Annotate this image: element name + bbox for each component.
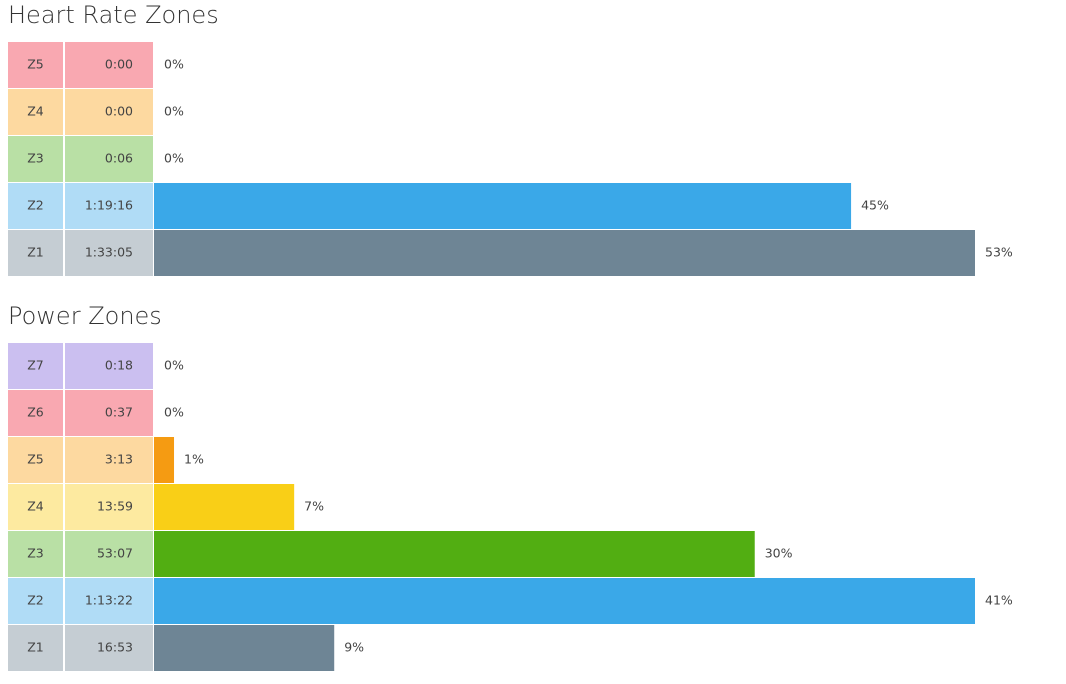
zone-label: Z6	[27, 405, 44, 420]
zone-duration: 0:06	[105, 151, 133, 166]
value-label: 7%	[304, 499, 324, 514]
value-label: 41%	[985, 593, 1013, 608]
zone-duration: 0:00	[105, 57, 133, 72]
zone-label: Z3	[27, 151, 44, 166]
zone-label: Z5	[27, 57, 44, 72]
duration-cell	[65, 42, 153, 88]
zone-label: Z3	[27, 546, 44, 561]
zone-label: Z5	[27, 452, 44, 467]
zone-label: Z4	[27, 104, 44, 119]
zone-cell	[8, 625, 63, 671]
value-label: 0%	[164, 104, 184, 119]
zone-cell	[8, 89, 63, 135]
value-label: 9%	[344, 640, 364, 655]
zone-label: Z7	[27, 358, 44, 373]
duration-cell	[65, 578, 153, 624]
duration-cell	[65, 390, 153, 436]
section-title: Power Zones	[8, 302, 162, 330]
zone-cell	[8, 136, 63, 182]
duration-cell	[65, 625, 153, 671]
zone-cell	[8, 578, 63, 624]
bar	[154, 578, 975, 624]
bar	[154, 625, 335, 671]
duration-cell	[65, 531, 153, 577]
zone-duration: 0:37	[105, 405, 133, 420]
zone-cell	[8, 343, 63, 389]
duration-cell	[65, 230, 153, 276]
zone-cell	[8, 390, 63, 436]
zone-cell	[8, 183, 63, 229]
zone-duration: 0:00	[105, 104, 133, 119]
bar	[154, 531, 755, 577]
zone-label: Z2	[27, 593, 44, 608]
duration-cell	[65, 89, 153, 135]
zone-label: Z2	[27, 198, 44, 213]
zone-cell	[8, 484, 63, 530]
zone-cell	[8, 230, 63, 276]
zone-cell	[8, 531, 63, 577]
bar	[154, 230, 975, 276]
zone-duration: 1:19:16	[85, 198, 133, 213]
bar	[154, 183, 852, 229]
zone-duration: 3:13	[105, 452, 133, 467]
duration-cell	[65, 343, 153, 389]
duration-cell	[65, 484, 153, 530]
zone-duration: 0:18	[105, 358, 133, 373]
duration-cell	[65, 183, 153, 229]
zone-label: Z1	[27, 640, 44, 655]
zone-duration: 1:33:05	[85, 245, 133, 260]
zone-label: Z4	[27, 499, 44, 514]
zone-duration: 1:13:22	[85, 593, 133, 608]
value-label: 0%	[164, 57, 184, 72]
bar	[154, 437, 175, 483]
zone-cell	[8, 42, 63, 88]
value-label: 0%	[164, 151, 184, 166]
duration-cell	[65, 437, 153, 483]
zone-duration: 16:53	[97, 640, 133, 655]
value-label: 1%	[184, 452, 204, 467]
duration-cell	[65, 136, 153, 182]
zone-cell	[8, 437, 63, 483]
value-label: 45%	[861, 198, 889, 213]
zone-duration: 53:07	[97, 546, 133, 561]
zone-label: Z1	[27, 245, 44, 260]
value-label: 53%	[985, 245, 1013, 260]
value-label: 0%	[164, 358, 184, 373]
value-label: 0%	[164, 405, 184, 420]
bar	[154, 484, 295, 530]
value-label: 30%	[765, 546, 793, 561]
zone-duration: 13:59	[97, 499, 133, 514]
section-title: Heart Rate Zones	[8, 1, 219, 29]
